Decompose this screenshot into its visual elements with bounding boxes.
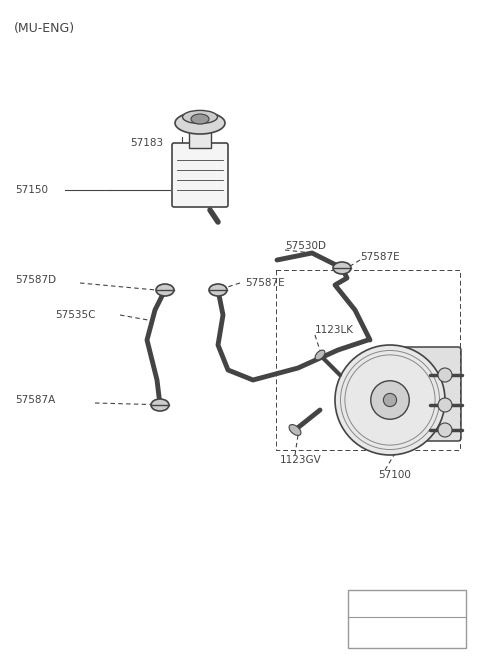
Circle shape <box>384 393 396 406</box>
Ellipse shape <box>156 284 174 296</box>
Text: 1123LK: 1123LK <box>315 325 354 335</box>
FancyBboxPatch shape <box>397 347 461 441</box>
Text: 57535C: 57535C <box>55 310 96 320</box>
Circle shape <box>438 423 452 437</box>
FancyBboxPatch shape <box>172 143 228 207</box>
Text: 57100: 57100 <box>378 470 411 480</box>
Bar <box>189 130 211 148</box>
Ellipse shape <box>175 112 225 134</box>
Text: 1123GV: 1123GV <box>280 455 322 465</box>
Ellipse shape <box>289 424 301 436</box>
Ellipse shape <box>333 262 351 274</box>
Bar <box>348 590 466 648</box>
Text: 57530D: 57530D <box>285 241 326 251</box>
Text: (MU-ENG): (MU-ENG) <box>14 22 75 35</box>
Text: 0: 0 <box>403 596 411 610</box>
Text: 57587A: 57587A <box>15 395 55 405</box>
Ellipse shape <box>209 284 227 296</box>
Text: 57150: 57150 <box>15 185 48 195</box>
Ellipse shape <box>151 399 169 411</box>
Circle shape <box>438 368 452 382</box>
Circle shape <box>371 380 409 419</box>
Text: 57587E: 57587E <box>360 252 400 262</box>
Ellipse shape <box>315 350 325 360</box>
Circle shape <box>438 398 452 412</box>
Circle shape <box>335 345 445 455</box>
Ellipse shape <box>182 110 217 124</box>
Text: 57587D: 57587D <box>15 275 56 285</box>
Text: 57587E: 57587E <box>245 278 285 288</box>
Text: 57183: 57183 <box>130 138 163 148</box>
Text: 57148B: 57148B <box>385 629 429 639</box>
Ellipse shape <box>191 114 209 124</box>
